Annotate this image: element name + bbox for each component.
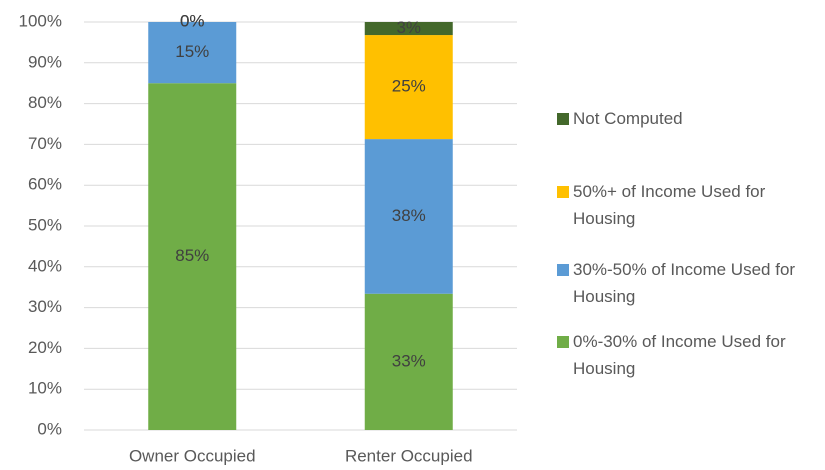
legend-item: 30%-50% of Income Used for Housing <box>557 256 819 310</box>
data-label: 0% <box>180 11 205 30</box>
y-tick-label: 90% <box>28 52 62 71</box>
data-label: 25% <box>392 77 426 96</box>
data-label: 33% <box>392 351 426 370</box>
bar-segment <box>364 22 453 36</box>
legend-label: 50%+ of Income Used for Housing <box>573 182 766 228</box>
x-tick-label: Owner Occupied <box>129 446 256 465</box>
legend-item: 50%+ of Income Used for Housing <box>557 178 819 232</box>
legend-label: 0%-30% of Income Used for Housing <box>573 332 786 378</box>
data-label: 85% <box>175 246 209 265</box>
legend-swatch <box>557 336 569 348</box>
bar-segment <box>148 22 237 84</box>
y-tick-label: 10% <box>28 379 62 398</box>
y-tick-label: 50% <box>28 215 62 234</box>
y-tick-label: 30% <box>28 297 62 316</box>
y-tick-label: 40% <box>28 256 62 275</box>
legend-label: Not Computed <box>573 109 683 128</box>
data-label: 3% <box>396 18 421 37</box>
x-tick-label: Renter Occupied <box>345 446 473 465</box>
legend-swatch <box>557 113 569 125</box>
legend-swatch <box>557 264 569 276</box>
bar-segment <box>364 139 453 294</box>
data-label: 38% <box>392 206 426 225</box>
legend-item: 0%-30% of Income Used for Housing <box>557 328 819 382</box>
bar-segment <box>364 293 453 430</box>
y-tick-label: 70% <box>28 134 62 153</box>
bar-segment <box>364 35 453 140</box>
legend-item: Not Computed <box>557 105 819 132</box>
data-label: 15% <box>175 42 209 61</box>
y-tick-label: 80% <box>28 93 62 112</box>
y-tick-label: 0% <box>37 419 62 438</box>
legend-label: 30%-50% of Income Used for Housing <box>573 260 796 306</box>
y-tick-label: 60% <box>28 175 62 194</box>
data-label: 0% <box>180 11 205 30</box>
y-tick-label: 100% <box>19 11 62 30</box>
bar-segment <box>148 83 237 430</box>
y-tick-label: 20% <box>28 338 62 357</box>
legend-swatch <box>557 186 569 198</box>
